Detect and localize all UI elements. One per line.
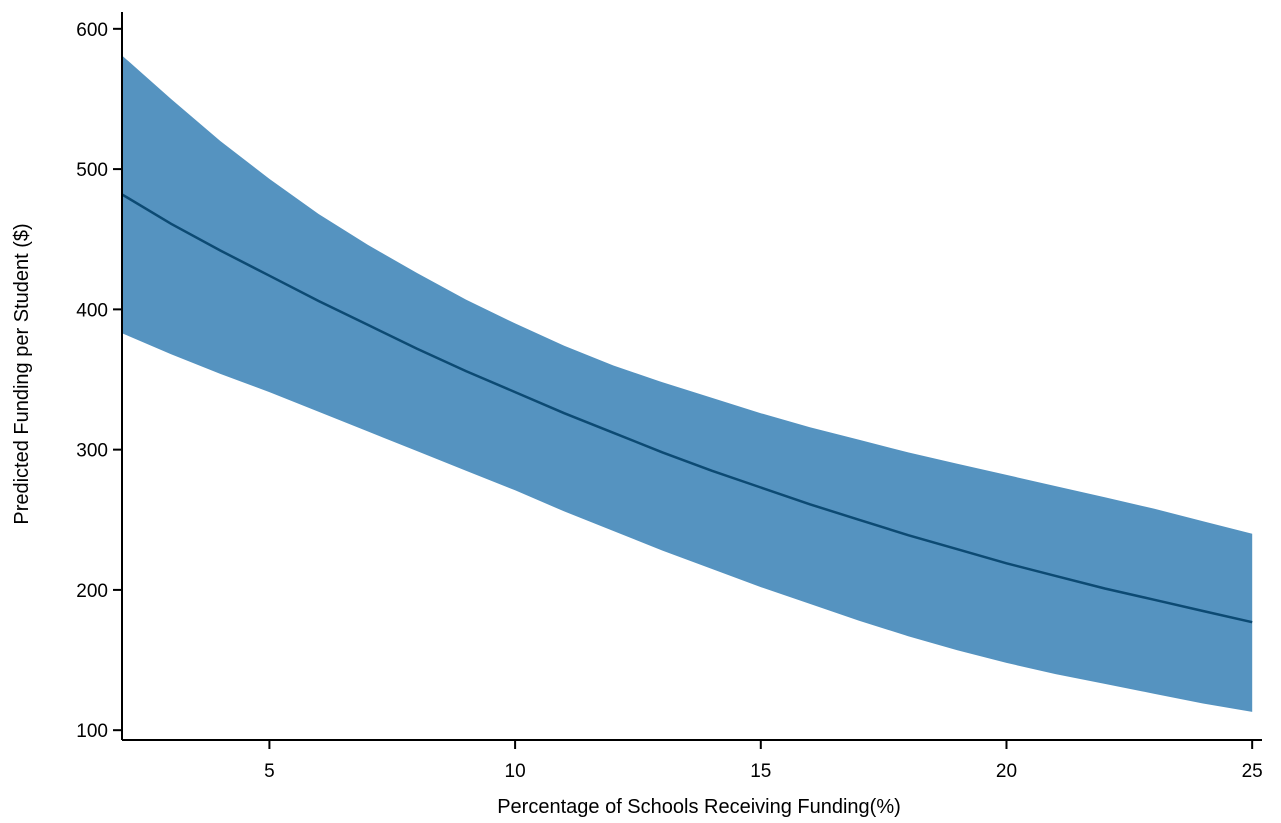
x-tick-label: 15 (750, 761, 771, 782)
x-tick-label: 10 (505, 761, 526, 782)
y-tick-label: 400 (76, 300, 108, 321)
prediction-line (121, 193, 1253, 624)
y-axis-ticks: 100 200 300 400 500 600 (76, 20, 122, 742)
x-tick-label: 5 (264, 761, 275, 782)
x-tick-label: 25 (1242, 761, 1263, 782)
x-tick-label: 20 (996, 761, 1017, 782)
confidence-band (122, 55, 1253, 712)
y-tick-label: 500 (76, 160, 108, 181)
y-axis-label: Predicted Funding per Student ($) (11, 223, 33, 524)
y-tick-label: 300 (76, 441, 108, 462)
x-axis-label: Percentage of Schools Receiving Funding(… (497, 796, 901, 818)
y-tick-label: 100 (76, 721, 108, 742)
y-tick-label: 200 (76, 581, 108, 602)
x-axis-ticks: 5 10 15 20 25 (264, 740, 1263, 782)
y-tick-label: 600 (76, 20, 108, 41)
